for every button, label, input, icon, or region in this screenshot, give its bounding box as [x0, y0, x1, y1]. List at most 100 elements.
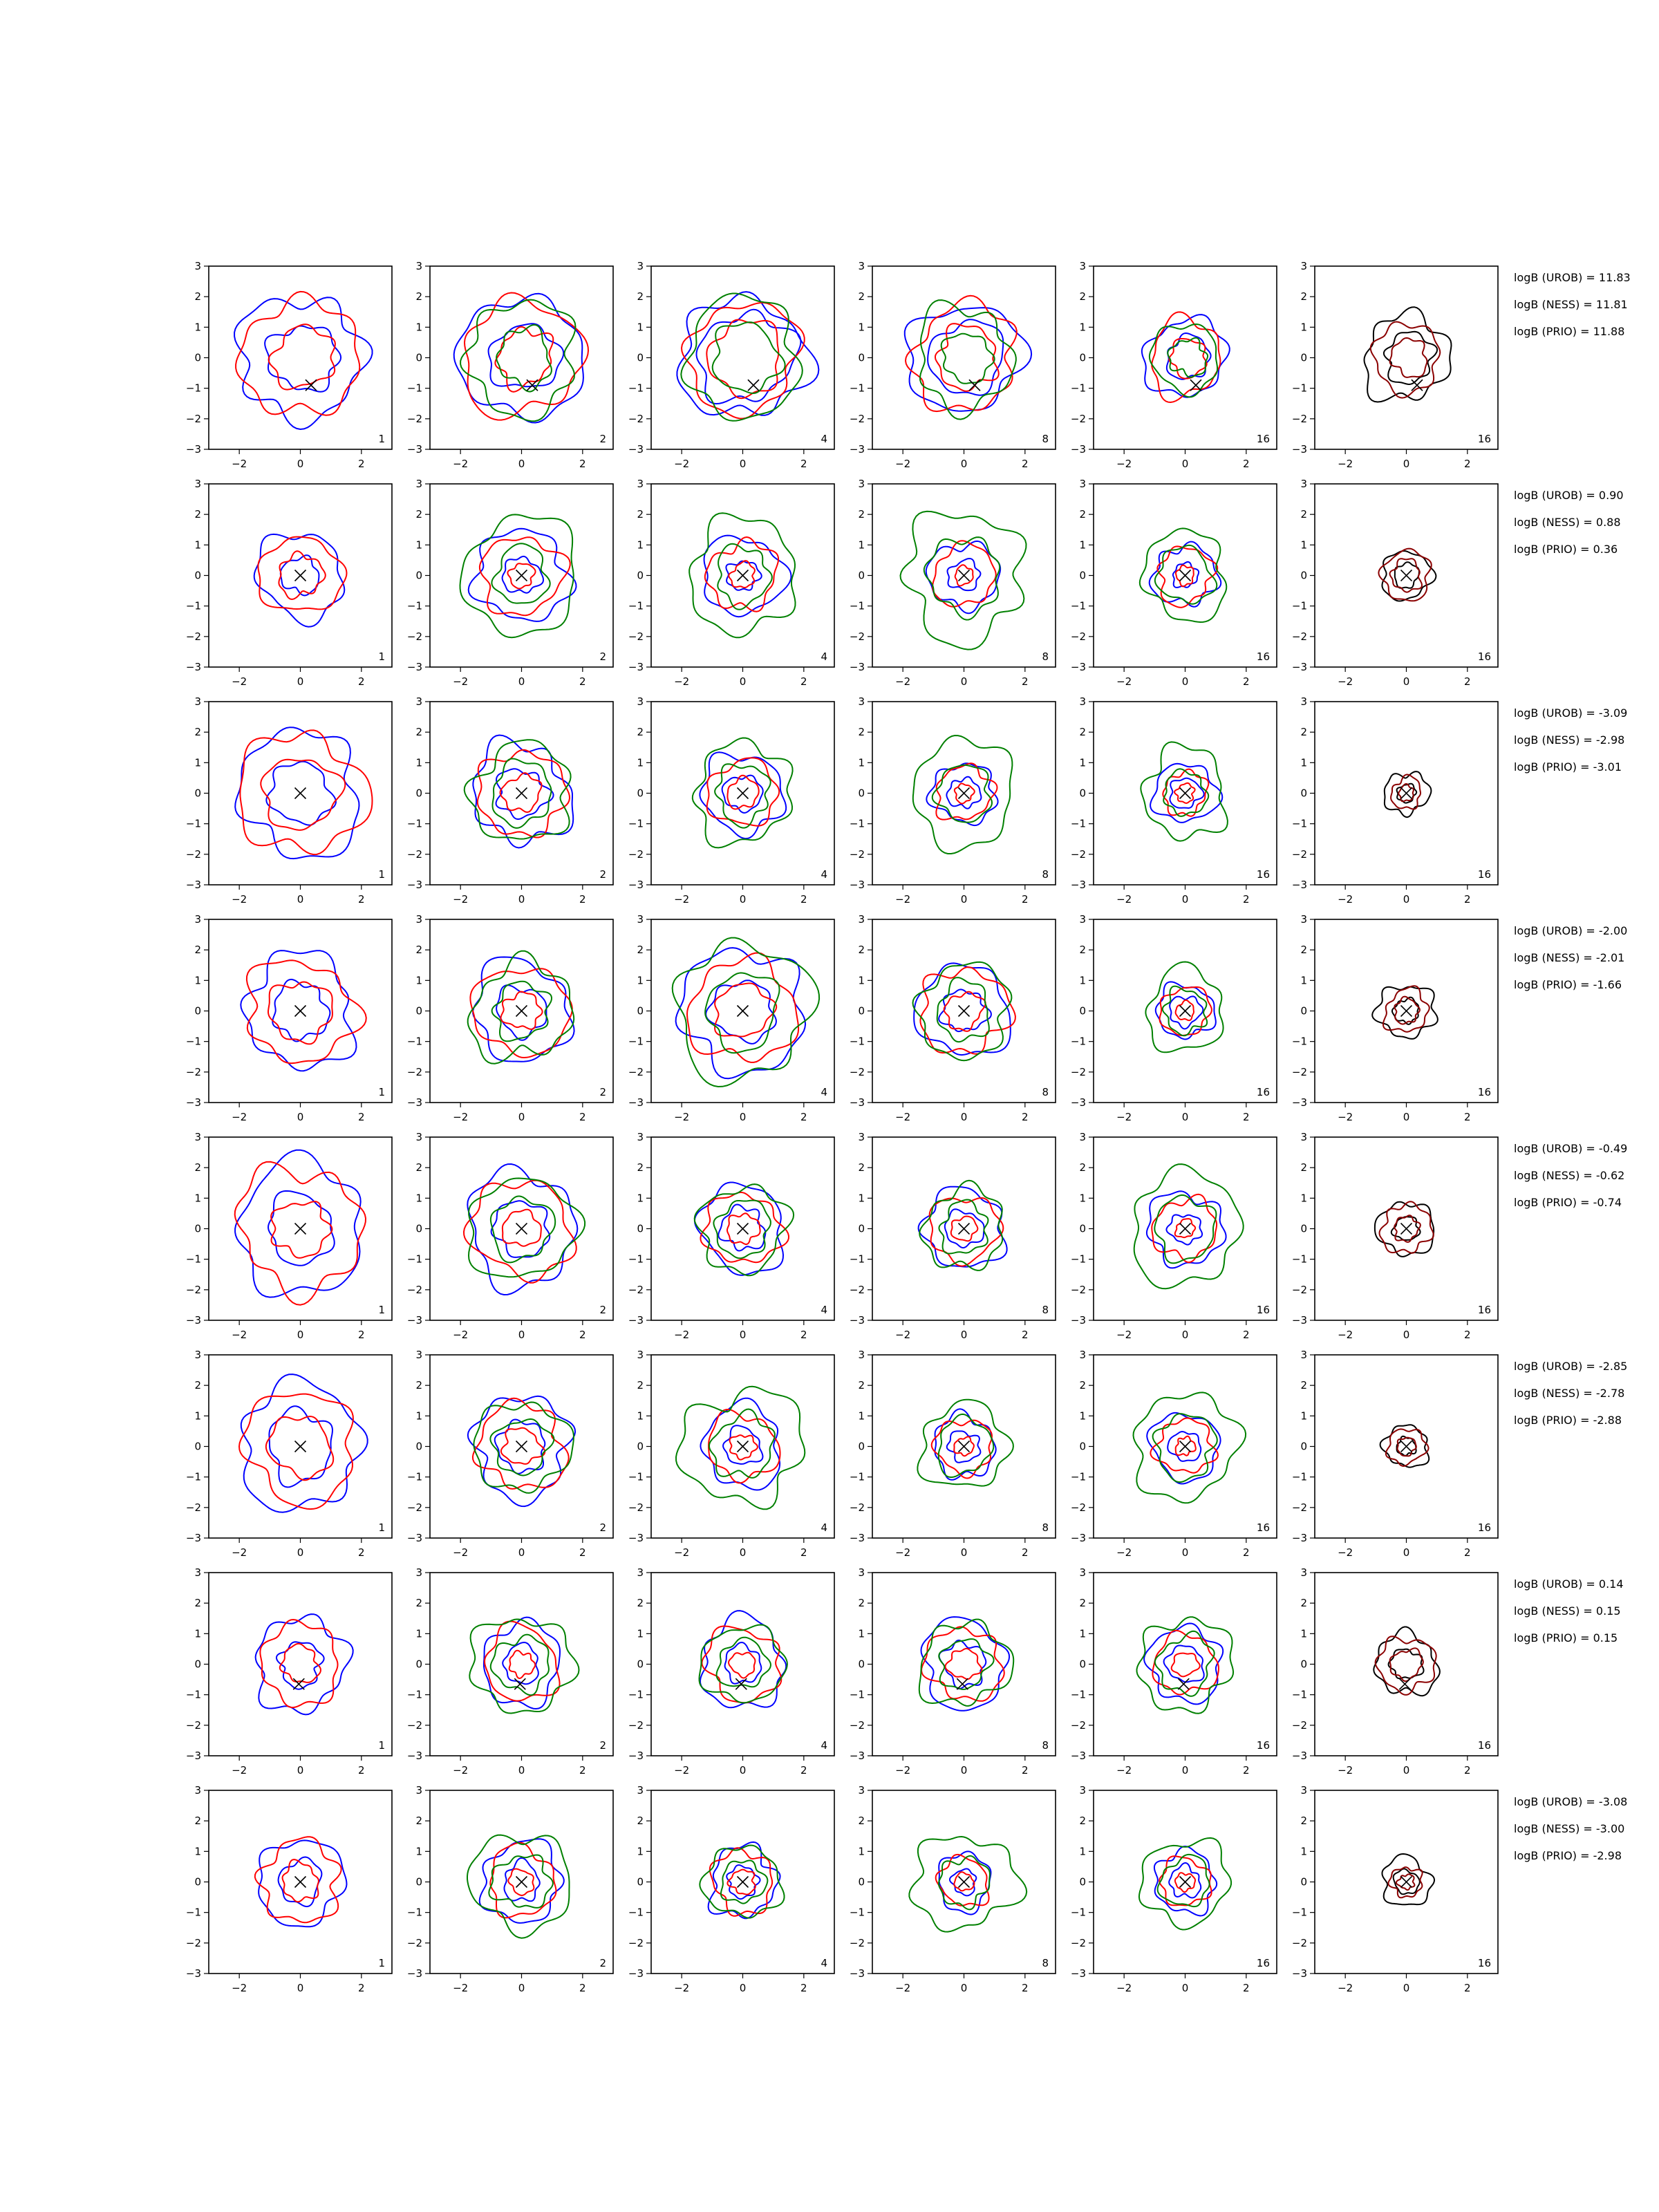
logb-stat-line: logB (NESS) = -2.78 — [1514, 1387, 1624, 1400]
x-tick-label: 0 — [518, 1329, 525, 1341]
contour-green-level-1 — [460, 299, 577, 422]
x-tick-label: 2 — [579, 1764, 586, 1777]
y-tick-label: 2 — [1079, 1161, 1086, 1174]
center-marker — [1179, 1440, 1192, 1453]
x-tick-label: −2 — [232, 1329, 247, 1341]
x-tick-label: −2 — [895, 675, 910, 688]
contour-green-level-1 — [463, 739, 572, 840]
y-tick-label: −3 — [1292, 879, 1307, 891]
contour-set — [1132, 1391, 1247, 1504]
logb-stat-line: logB (PRIO) = -2.88 — [1514, 1414, 1622, 1427]
contour-blue-level-2 — [721, 774, 764, 814]
center-marker — [1179, 1875, 1192, 1888]
x-tick-label: 0 — [518, 458, 525, 470]
y-tick-label: 0 — [858, 1005, 865, 1018]
contour-red-level-1 — [471, 1397, 570, 1490]
y-tick-label: −3 — [628, 1096, 644, 1109]
contour-green-level-2 — [489, 1633, 550, 1696]
center-marker — [292, 1678, 305, 1690]
y-tick-label: −1 — [407, 818, 422, 830]
y-tick-label: 3 — [1079, 1131, 1086, 1143]
center-marker — [515, 569, 528, 582]
y-tick-label: 0 — [637, 570, 644, 582]
contour-green-level-2 — [708, 1408, 776, 1479]
y-tick-label: −1 — [850, 1035, 865, 1048]
y-tick-label: 1 — [415, 1192, 422, 1204]
y-tick-label: 0 — [415, 352, 422, 364]
contour-blue-level-2 — [726, 1864, 761, 1900]
panel-r5-c5: −2 0 2 3 2 1 0 −1 −2 −3 16 — [1071, 1131, 1277, 1341]
contour-darkred-level-1 — [1387, 1866, 1423, 1899]
y-tick-label: −2 — [850, 1284, 865, 1296]
contour-black-level-1 — [1381, 1853, 1436, 1906]
contour-darkred-level-1 — [1374, 1635, 1437, 1696]
contour-green-level-2 — [938, 1855, 991, 1911]
y-tick-label: −3 — [1071, 1314, 1086, 1327]
y-tick-label: −2 — [1071, 1719, 1086, 1732]
x-tick-label: −2 — [895, 1764, 910, 1777]
y-tick-label: 2 — [858, 726, 865, 738]
contour-green-level-1 — [459, 514, 574, 639]
x-tick-label: 2 — [800, 1546, 807, 1559]
y-tick-label: 3 — [194, 1131, 201, 1143]
axes-frame — [1093, 1572, 1277, 1756]
y-tick-label: −1 — [628, 818, 644, 830]
panel-r1-c1: −2 0 2 3 2 1 0 −1 −2 −3 1 — [186, 260, 393, 470]
y-tick-label: 2 — [415, 1597, 422, 1609]
y-tick-label: 2 — [415, 508, 422, 521]
contour-green-level-1 — [919, 299, 1017, 420]
y-tick-label: −3 — [628, 1967, 644, 1980]
contour-set — [1378, 547, 1437, 602]
logb-stat-line: logB (PRIO) = -0.74 — [1514, 1196, 1622, 1209]
y-tick-label: −2 — [186, 630, 201, 643]
y-tick-label: −2 — [1071, 1501, 1086, 1514]
y-tick-label: 2 — [637, 944, 644, 956]
y-tick-label: −1 — [850, 382, 865, 395]
y-tick-label: 1 — [415, 538, 422, 551]
y-tick-label: 2 — [637, 1161, 644, 1174]
x-tick-label: −2 — [1338, 1546, 1353, 1559]
y-tick-label: 1 — [637, 1845, 644, 1857]
row-stats-2: logB (UROB) = 0.90 logB (NESS) = 0.88 logB… — [1514, 489, 1624, 556]
y-tick-label: −2 — [407, 1066, 422, 1078]
logb-stat-line: logB (PRIO) = 0.15 — [1514, 1631, 1618, 1644]
x-tick-label: −2 — [895, 1111, 910, 1123]
y-tick-label: −1 — [1071, 1906, 1086, 1919]
x-tick-label: 2 — [1022, 1546, 1029, 1559]
x-tick-label: −2 — [453, 1111, 468, 1123]
center-marker — [736, 1440, 749, 1453]
center-marker — [305, 379, 317, 391]
x-tick-label: 0 — [297, 458, 304, 470]
y-tick-label: 0 — [1079, 1876, 1086, 1888]
contour-blue-level-2 — [502, 1641, 539, 1685]
panel-r3-c4: −2 0 2 3 2 1 0 −1 −2 −3 8 — [850, 695, 1056, 906]
contour-blue-level-2 — [1165, 1214, 1203, 1246]
panel-r8-c5: −2 0 2 3 2 1 0 −1 −2 −3 16 — [1071, 1784, 1277, 1994]
axes-frame — [1093, 265, 1277, 450]
y-tick-label: −2 — [850, 413, 865, 425]
y-tick-label: 3 — [637, 478, 644, 490]
center-marker — [294, 569, 307, 582]
contour-green-level-2 — [1161, 985, 1208, 1037]
contour-red-level-1 — [234, 1161, 367, 1306]
y-tick-label: −1 — [1071, 1689, 1086, 1701]
y-tick-label: 0 — [194, 570, 201, 582]
x-tick-label: 2 — [1464, 458, 1471, 470]
panel-corner-label: 1 — [378, 868, 385, 881]
x-tick-label: 0 — [518, 1546, 525, 1559]
contour-darkred-level-1 — [1385, 1428, 1430, 1468]
y-tick-label: 1 — [1079, 1192, 1086, 1204]
y-tick-label: 3 — [415, 1349, 422, 1361]
contour-blue-level-1 — [1143, 1622, 1224, 1705]
row-stats-5: logB (UROB) = -0.49 logB (NESS) = -0.62 lo… — [1514, 1142, 1627, 1209]
contour-set — [240, 950, 367, 1072]
y-tick-label: 3 — [858, 913, 865, 926]
y-tick-label: −2 — [186, 1719, 201, 1732]
y-tick-label: 0 — [194, 1441, 201, 1453]
y-tick-label: −1 — [186, 1906, 201, 1919]
y-tick-label: 0 — [194, 1658, 201, 1671]
contour-blue-level-1 — [913, 962, 1011, 1056]
contour-blue-level-2 — [487, 323, 565, 388]
y-tick-label: 2 — [1300, 1815, 1307, 1827]
